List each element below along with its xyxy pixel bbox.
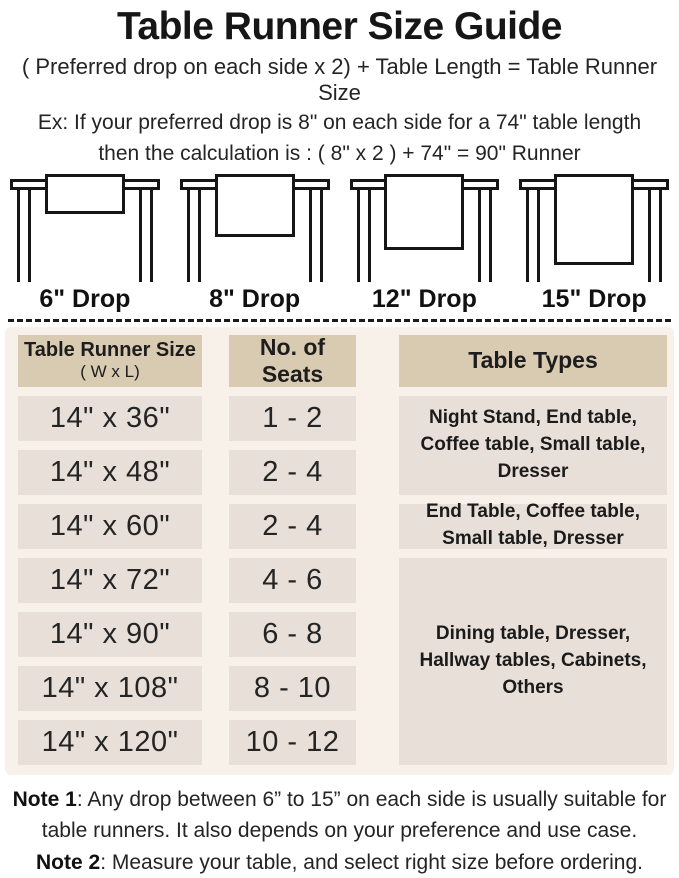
seats-cell: 8 - 10	[229, 665, 356, 711]
seats-cell: 10 - 12	[229, 719, 356, 765]
runner-drop-icon	[384, 173, 465, 250]
column-header-runner-size-label: Table Runner Size	[24, 339, 196, 362]
example-line-2: then the calculation is : ( 8" x 2 ) + 7…	[98, 141, 581, 165]
table-leg-icon	[478, 188, 493, 282]
table-types-cell-large: Dining table, Dresser, Hallway tables, C…	[399, 557, 667, 765]
formula-text: ( Preferred drop on each side x 2) + Tab…	[21, 53, 658, 106]
note-2-text: : Measure your table, and select right s…	[100, 850, 643, 874]
runner-size-cell: 14" x 48"	[18, 449, 202, 495]
table-leg-icon	[186, 188, 201, 282]
dashed-divider	[8, 318, 671, 322]
table-leg-icon	[138, 188, 153, 282]
drop-labels: 6" Drop 8" Drop 12" Drop 15" Drop	[0, 285, 679, 314]
column-header-table-types: Table Types	[399, 334, 667, 387]
runner-size-cell: 14" x 60"	[18, 503, 202, 549]
table-illustration-6in	[0, 172, 170, 282]
runner-size-cell: 14" x 108"	[18, 665, 202, 711]
runner-size-cell: 14" x 36"	[18, 395, 202, 441]
note-2: Note 2: Measure your table, and select r…	[9, 847, 671, 878]
note-1-text: : Any drop between 6” to 15” on each sid…	[41, 787, 667, 843]
runner-size-cell: 14" x 72"	[18, 557, 202, 603]
note-1-label: Note 1	[12, 787, 77, 811]
table-illustration-12in	[340, 172, 510, 282]
runner-drop-icon	[44, 173, 125, 214]
runner-drop-icon	[554, 173, 635, 265]
runner-drop-icon	[214, 173, 295, 237]
runner-size-cell: 14" x 120"	[18, 719, 202, 765]
note-1: Note 1: Any drop between 6” to 15” on ea…	[9, 784, 671, 847]
table-illustration-8in	[170, 172, 340, 282]
column-header-seats: No. of Seats	[229, 334, 356, 387]
seats-cell: 2 - 4	[229, 449, 356, 495]
seats-cell: 6 - 8	[229, 611, 356, 657]
table-leg-icon	[526, 188, 541, 282]
header: Table Runner Size Guide ( Preferred drop…	[0, 0, 679, 167]
drop-label-6in: 6" Drop	[39, 284, 131, 313]
runner-size-cell: 14" x 90"	[18, 611, 202, 657]
note-2-label: Note 2	[36, 850, 101, 874]
example-line-1: Ex: If your preferred drop is 8" on each…	[37, 111, 642, 135]
column-header-runner-size: Table Runner Size ( W x L)	[18, 334, 202, 387]
drop-label-12in: 12" Drop	[371, 284, 477, 313]
column-header-runner-size-sublabel: ( W x L)	[80, 362, 140, 382]
notes: Note 1: Any drop between 6” to 15” on ea…	[9, 784, 671, 878]
seats-cell: 2 - 4	[229, 503, 356, 549]
drop-label-15in: 15" Drop	[541, 284, 647, 313]
size-guide-table: Table Runner Size ( W x L) No. of Seats …	[5, 326, 674, 775]
table-leg-icon	[648, 188, 662, 282]
seats-cell: 1 - 2	[229, 395, 356, 441]
table-types-cell-small: Night Stand, End table, Coffee table, Sm…	[399, 395, 667, 495]
table-leg-icon	[17, 188, 31, 282]
table-illustrations	[0, 172, 679, 282]
table-leg-icon	[308, 188, 323, 282]
page-title: Table Runner Size Guide	[116, 5, 563, 48]
drop-label-8in: 8" Drop	[209, 284, 301, 313]
seats-cell: 4 - 6	[229, 557, 356, 603]
table-illustration-15in	[509, 172, 679, 282]
table-leg-icon	[356, 188, 371, 282]
table-types-cell-medium: End Table, Coffee table, Small table, Dr…	[399, 501, 667, 549]
